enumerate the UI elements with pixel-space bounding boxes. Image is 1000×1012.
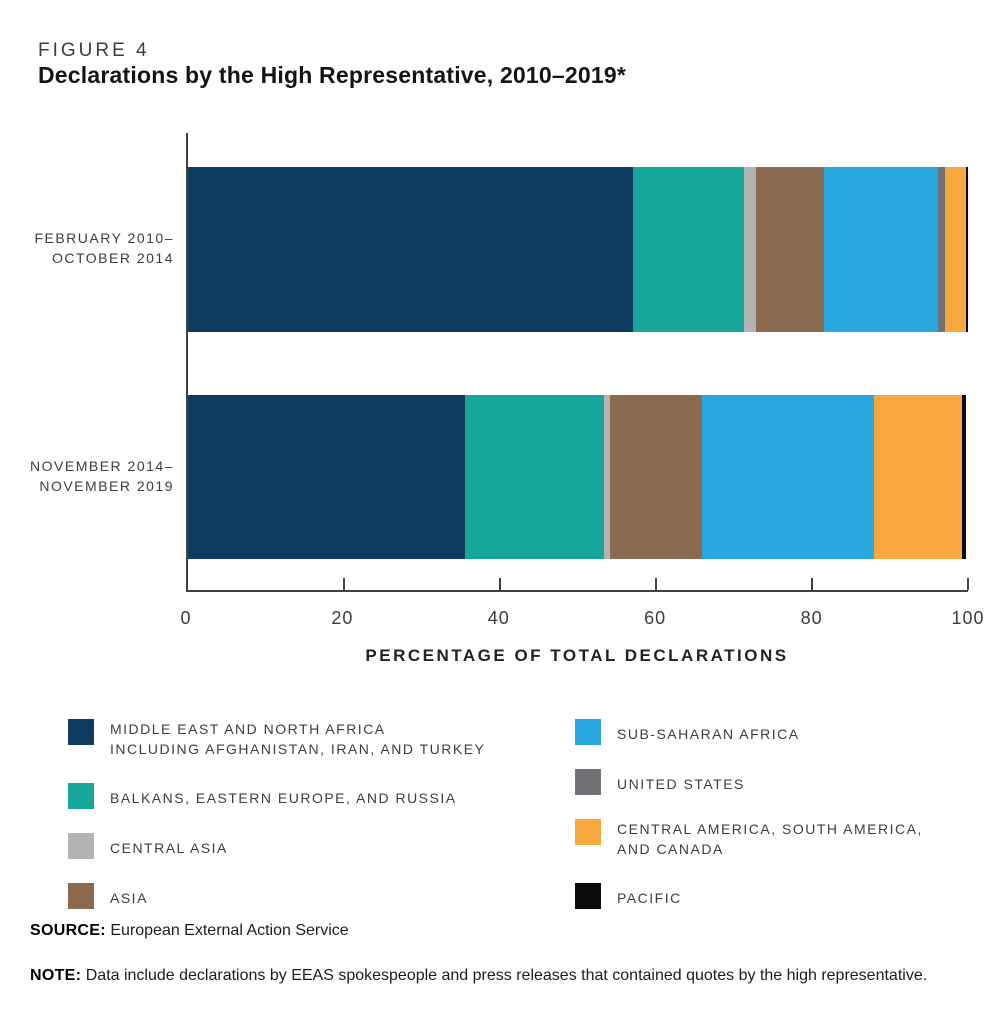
- bar-segment-balkans-eastern-europe-and-russia: [632, 167, 745, 332]
- bar-segment-central-asia: [603, 395, 610, 559]
- category-label-period-1: FEBRUARY 2010– OCTOBER 2014: [0, 228, 174, 268]
- legend-label-line: PACIFIC: [617, 890, 682, 906]
- legend-item: PACIFIC: [575, 883, 923, 909]
- category-label-line: FEBRUARY 2010–: [34, 230, 174, 246]
- note-line: NOTE: Data include declarations by EEAS …: [30, 967, 927, 985]
- legend-label-line: ASIA: [110, 890, 148, 906]
- stacked-bar-period-2: [188, 395, 968, 559]
- legend-label-line: INCLUDING AFGHANISTAN, IRAN, AND TURKEY: [110, 741, 486, 757]
- x-axis-tick: [811, 578, 813, 590]
- source-label: SOURCE:: [30, 922, 106, 939]
- stacked-bar-period-1: [188, 167, 968, 332]
- legend-swatch-icon: [68, 833, 94, 859]
- bar-segment-united-states: [937, 167, 946, 332]
- bar-segment-balkans-eastern-europe-and-russia: [464, 395, 604, 559]
- chart-title: Declarations by the High Representative,…: [38, 62, 627, 88]
- legend-label: PACIFIC: [617, 883, 682, 908]
- legend-column-left: MIDDLE EAST AND NORTH AFRICA INCLUDING AF…: [68, 719, 485, 909]
- bar-segment-sub-saharan-africa: [701, 395, 874, 559]
- legend-item: CENTRAL AMERICA, SOUTH AMERICA, AND CANAD…: [575, 819, 923, 859]
- legend-label-line: MIDDLE EAST AND NORTH AFRICA: [110, 721, 386, 737]
- legend-label: ASIA: [110, 883, 148, 908]
- legend-swatch-icon: [575, 883, 601, 909]
- category-label-line: OCTOBER 2014: [51, 250, 174, 266]
- bar-segment-asia: [755, 167, 825, 332]
- bar-segment-asia: [609, 395, 702, 559]
- x-axis-tick-label: 60: [644, 608, 667, 628]
- x-axis-tick-label: 40: [487, 608, 510, 628]
- x-axis-tick-label: 20: [331, 608, 354, 628]
- legend-column-right: SUB-SAHARAN AFRICA UNITED STATES CENTRAL A…: [575, 719, 923, 909]
- x-axis-tick-labels: 0 20 40 60 80 100: [180, 608, 983, 632]
- legend-label: CENTRAL AMERICA, SOUTH AMERICA, AND CANAD…: [617, 819, 923, 859]
- x-axis-tick: [967, 578, 969, 590]
- x-axis-title: PERCENTAGE OF TOTAL DECLARATIONS: [365, 646, 789, 665]
- x-axis-tick-label: 0: [180, 608, 192, 628]
- bar-segment-middle-east-and-north-africa-including-a: [188, 395, 465, 559]
- legend-label: SUB-SAHARAN AFRICA: [617, 719, 800, 744]
- x-axis-tick: [343, 578, 345, 590]
- note-text: Data include declarations by EEAS spokes…: [85, 967, 928, 984]
- legend-label-line: CENTRAL ASIA: [110, 840, 228, 856]
- legend-item: MIDDLE EAST AND NORTH AFRICA INCLUDING AF…: [68, 719, 485, 759]
- category-label-line: NOVEMBER 2014–: [30, 458, 174, 474]
- source-text: European External Action Service: [110, 922, 349, 939]
- x-axis-tick: [655, 578, 657, 590]
- note-label: NOTE:: [30, 967, 82, 984]
- legend-label-line: UNITED STATES: [617, 776, 745, 792]
- legend-item: ASIA: [68, 883, 485, 909]
- bar-segment-central-america-south-america-and-canada: [873, 395, 963, 559]
- bar-segment-central-america-south-america-and-canada: [945, 167, 966, 332]
- legend-swatch-icon: [68, 883, 94, 909]
- legend-item: SUB-SAHARAN AFRICA: [575, 719, 923, 745]
- legend-label-line: CENTRAL AMERICA, SOUTH AMERICA,: [617, 821, 923, 837]
- bar-segment-pacific: [965, 167, 968, 332]
- x-axis-tick-label: 100: [951, 608, 985, 628]
- legend-label-line: AND CANADA: [617, 841, 724, 857]
- legend-label: MIDDLE EAST AND NORTH AFRICA INCLUDING AF…: [110, 719, 485, 759]
- legend-label: UNITED STATES: [617, 769, 745, 794]
- legend-item: UNITED STATES: [575, 769, 923, 795]
- legend-swatch-icon: [575, 719, 601, 745]
- figure-number-label: FIGURE 4: [38, 40, 150, 61]
- bar-segment-pacific: [962, 395, 967, 559]
- category-label-period-2: NOVEMBER 2014– NOVEMBER 2019: [0, 456, 174, 496]
- legend-label-line: BALKANS, EASTERN EUROPE, AND RUSSIA: [110, 790, 457, 806]
- legend-swatch-icon: [575, 819, 601, 845]
- x-axis-tick-label: 80: [800, 608, 823, 628]
- plot-area: [186, 133, 969, 592]
- legend-item: CENTRAL ASIA: [68, 833, 485, 859]
- legend-swatch-icon: [68, 783, 94, 809]
- source-line: SOURCE: European External Action Service: [30, 922, 349, 940]
- legend-item: BALKANS, EASTERN EUROPE, AND RUSSIA: [68, 783, 485, 809]
- x-axis-tick: [499, 578, 501, 590]
- bar-segment-sub-saharan-africa: [824, 167, 938, 332]
- legend-label: CENTRAL ASIA: [110, 833, 228, 858]
- legend-label-line: SUB-SAHARAN AFRICA: [617, 726, 800, 742]
- bar-segment-central-asia: [744, 167, 756, 332]
- legend-swatch-icon: [68, 719, 94, 745]
- legend-label: BALKANS, EASTERN EUROPE, AND RUSSIA: [110, 783, 457, 808]
- category-label-line: NOVEMBER 2019: [39, 478, 174, 494]
- legend-swatch-icon: [575, 769, 601, 795]
- bar-segment-middle-east-and-north-africa-including-a: [188, 167, 633, 332]
